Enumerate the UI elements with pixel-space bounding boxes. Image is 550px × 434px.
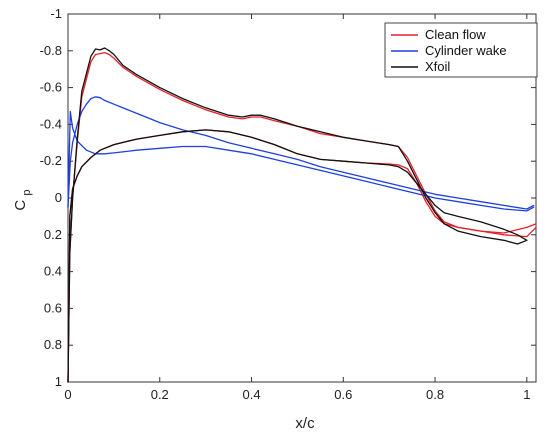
x-tick-label: 1 <box>523 387 530 402</box>
svg-text:C p: C p <box>12 189 33 210</box>
y-tick-label: -1 <box>50 6 62 21</box>
y-tick-label: 0.8 <box>44 337 62 352</box>
legend-label-cylinder-wake: Cylinder wake <box>425 43 507 58</box>
y-axis-label-main: C <box>12 200 29 211</box>
series-line-cylinder-wake-upper <box>67 96 535 210</box>
legend-label-clean-flow: Clean flow <box>425 27 486 42</box>
y-tick-label: -0.4 <box>40 116 62 131</box>
x-tick-label: 0 <box>64 387 71 402</box>
y-tick-label: 0 <box>55 190 62 205</box>
legend-label-xfoil: Xfoil <box>425 59 450 74</box>
y-tick-label: 1 <box>55 374 62 389</box>
y-axis-label-sub: p <box>21 189 33 195</box>
x-axis-ticks: 0 0.2 0.4 0.6 0.8 1 <box>64 14 530 402</box>
y-tick-label: -0.6 <box>40 80 62 95</box>
y-axis-label: C p <box>12 189 33 210</box>
series-line-clean-flow-lower <box>67 129 537 383</box>
x-tick-label: 0.4 <box>242 387 260 402</box>
x-axis-label: x/c <box>295 415 315 432</box>
y-tick-label: 0.6 <box>44 300 62 315</box>
series-line-clean-flow-upper <box>67 51 537 383</box>
series-lines <box>67 47 537 383</box>
y-axis-ticks: -1 -0.8 -0.6 -0.4 -0.2 0 0.2 0.4 0.6 0.8 1 <box>40 6 536 389</box>
series-line-xfoil-lower <box>67 129 528 383</box>
y-tick-label: -0.2 <box>40 153 62 168</box>
x-tick-label: 0.8 <box>426 387 444 402</box>
y-tick-label: 0.2 <box>44 227 62 242</box>
legend: Clean flow Cylinder wake Xfoil <box>384 22 538 78</box>
y-tick-label: 0.4 <box>44 264 62 279</box>
x-tick-label: 0.6 <box>334 387 352 402</box>
legend-box <box>384 22 538 78</box>
x-tick-label: 0.2 <box>151 387 169 402</box>
y-tick-label: -0.8 <box>40 43 62 58</box>
series-line-cylinder-wake-lower <box>67 110 535 212</box>
series-line-xfoil-upper <box>67 47 528 383</box>
